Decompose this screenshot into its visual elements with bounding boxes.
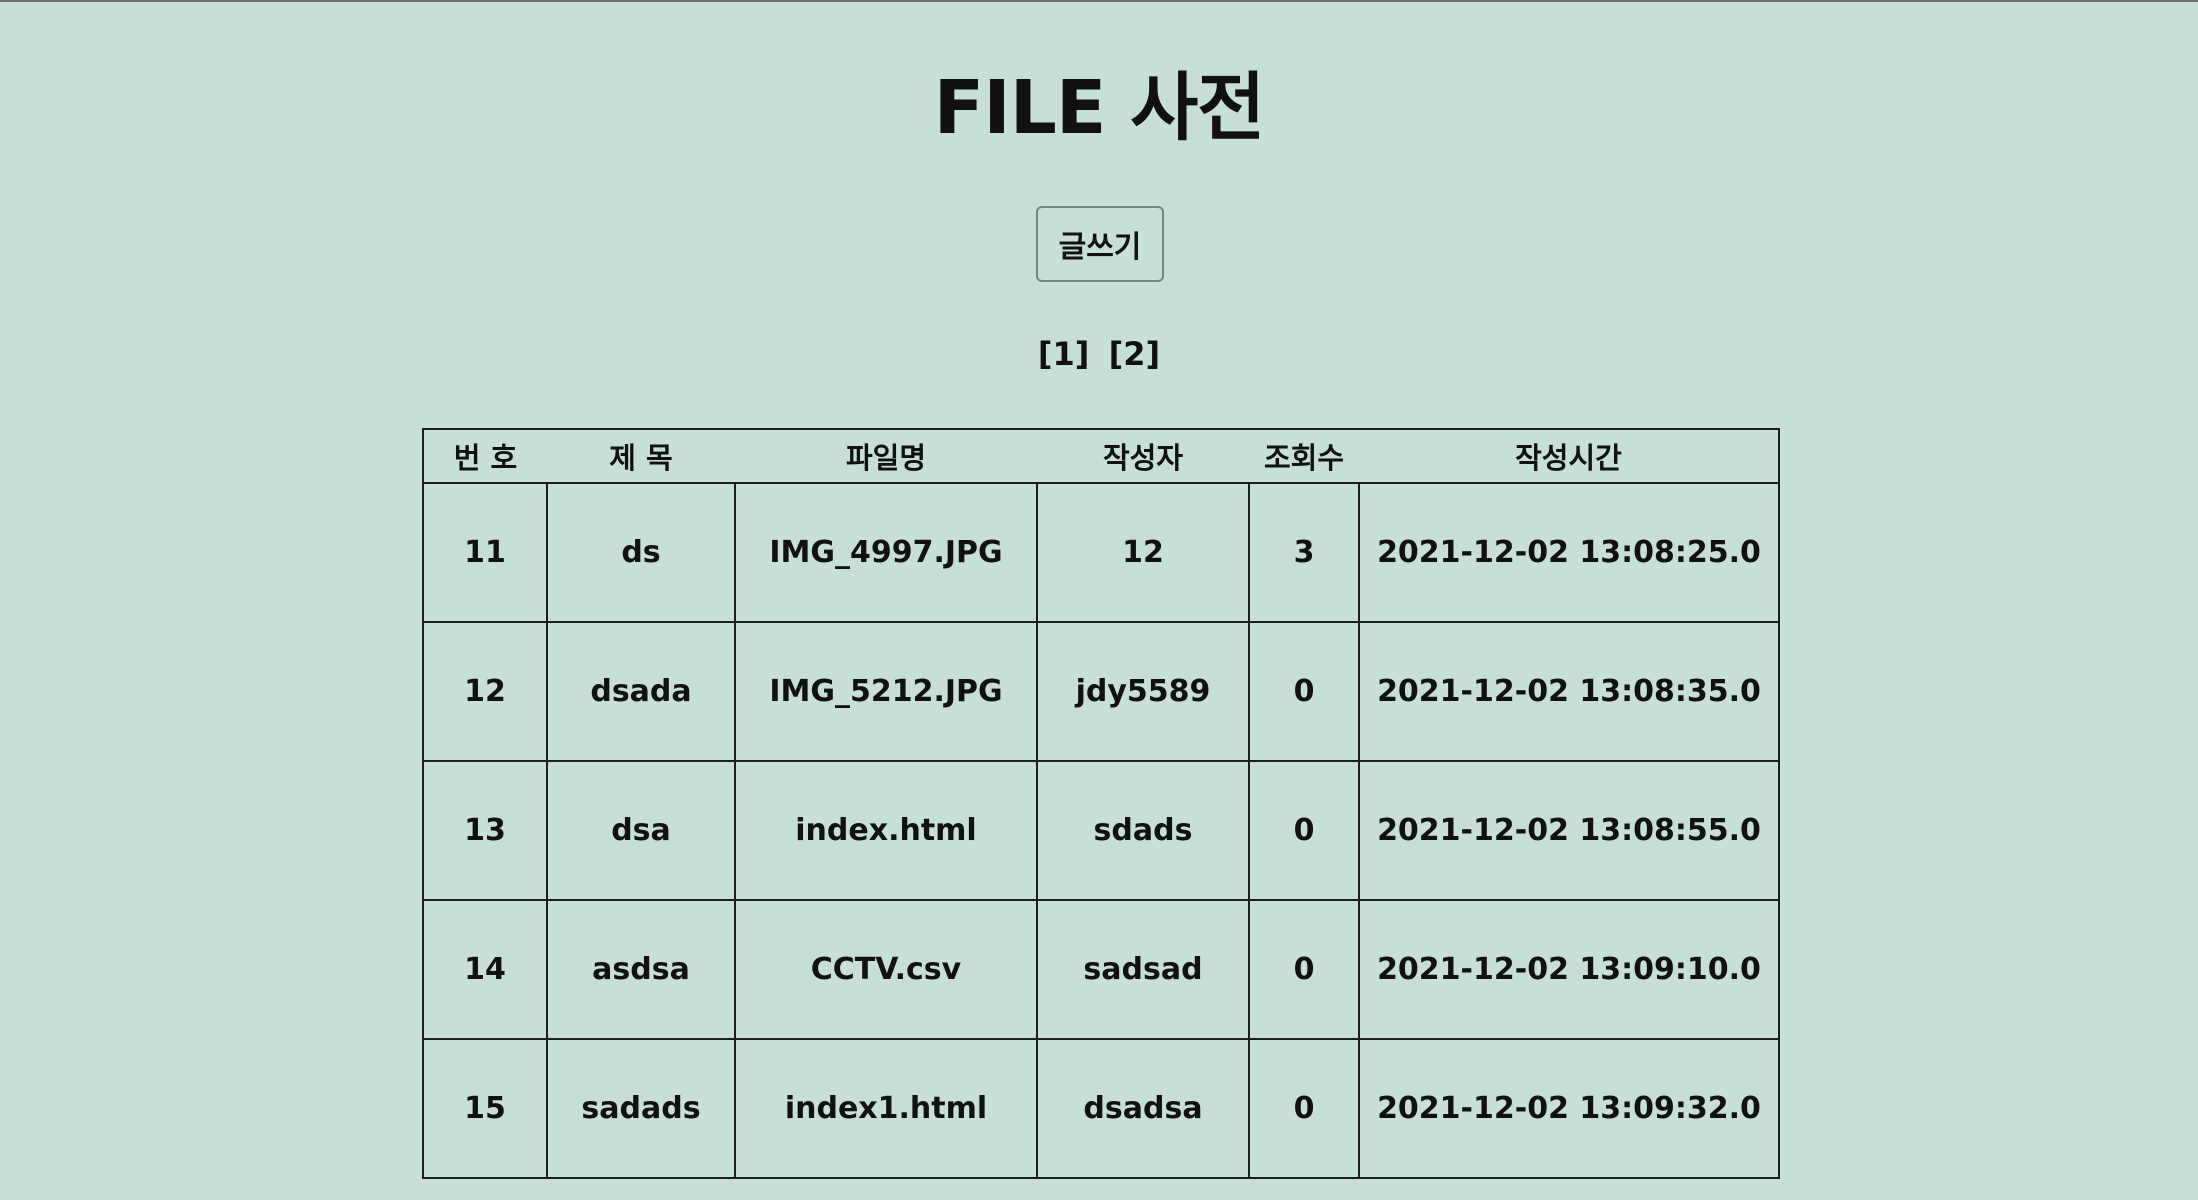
page-link-2[interactable]: [2] — [1108, 335, 1161, 373]
cell-views: 0 — [1248, 760, 1360, 901]
cell-filename[interactable]: IMG_5212.JPG — [734, 621, 1038, 762]
header-number: 번 호 — [422, 428, 547, 484]
cell-filename[interactable]: IMG_4997.JPG — [734, 482, 1038, 623]
pagination: [1] [2] — [0, 330, 2198, 378]
cell-created-time: 2021-12-02 13:09:32.0 — [1358, 1038, 1780, 1179]
table-row: 13 dsa index.html sdads 0 2021-12-02 13:… — [422, 760, 1780, 901]
cell-created-time: 2021-12-02 13:08:55.0 — [1358, 760, 1780, 901]
cell-filename[interactable]: index1.html — [734, 1038, 1038, 1179]
header-views: 조회수 — [1249, 428, 1359, 484]
cell-filename[interactable]: CCTV.csv — [734, 899, 1038, 1040]
header-filename: 파일명 — [735, 428, 1037, 484]
cell-author: dsadsa — [1036, 1038, 1250, 1179]
cell-title[interactable]: dsada — [546, 621, 736, 762]
cell-author: jdy5589 — [1036, 621, 1250, 762]
page-link-1[interactable]: [1] — [1037, 335, 1090, 373]
cell-views: 3 — [1248, 482, 1360, 623]
cell-title[interactable]: ds — [546, 482, 736, 623]
cell-number: 11 — [422, 482, 548, 623]
cell-views: 0 — [1248, 1038, 1360, 1179]
file-table: 번 호 제 목 파일명 작성자 조회수 작성시간 11 ds IMG_4997.… — [422, 428, 1780, 1179]
table-header-row: 번 호 제 목 파일명 작성자 조회수 작성시간 — [422, 428, 1780, 484]
cell-title[interactable]: dsa — [546, 760, 736, 901]
page-title: FILE 사전 — [933, 65, 1266, 151]
cell-author: 12 — [1036, 482, 1250, 623]
cell-filename[interactable]: index.html — [734, 760, 1038, 901]
write-button[interactable]: 글쓰기 — [1036, 206, 1164, 282]
header-author: 작성자 — [1037, 428, 1249, 484]
cell-number: 15 — [422, 1038, 548, 1179]
table-row: 14 asdsa CCTV.csv sadsad 0 2021-12-02 13… — [422, 899, 1780, 1040]
table-row: 15 sadads index1.html dsadsa 0 2021-12-0… — [422, 1038, 1780, 1179]
cell-created-time: 2021-12-02 13:09:10.0 — [1358, 899, 1780, 1040]
cell-author: sdads — [1036, 760, 1250, 901]
cell-created-time: 2021-12-02 13:08:25.0 — [1358, 482, 1780, 623]
cell-views: 0 — [1248, 899, 1360, 1040]
cell-number: 12 — [422, 621, 548, 762]
cell-number: 13 — [422, 760, 548, 901]
cell-title[interactable]: asdsa — [546, 899, 736, 1040]
table-row: 11 ds IMG_4997.JPG 12 3 2021-12-02 13:08… — [422, 482, 1780, 623]
cell-title[interactable]: sadads — [546, 1038, 736, 1179]
cell-views: 0 — [1248, 621, 1360, 762]
header-created-time: 작성시간 — [1359, 428, 1780, 484]
header-title: 제 목 — [547, 428, 735, 484]
cell-created-time: 2021-12-02 13:08:35.0 — [1358, 621, 1780, 762]
table-row: 12 dsada IMG_5212.JPG jdy5589 0 2021-12-… — [422, 621, 1780, 762]
cell-author: sadsad — [1036, 899, 1250, 1040]
cell-number: 14 — [422, 899, 548, 1040]
